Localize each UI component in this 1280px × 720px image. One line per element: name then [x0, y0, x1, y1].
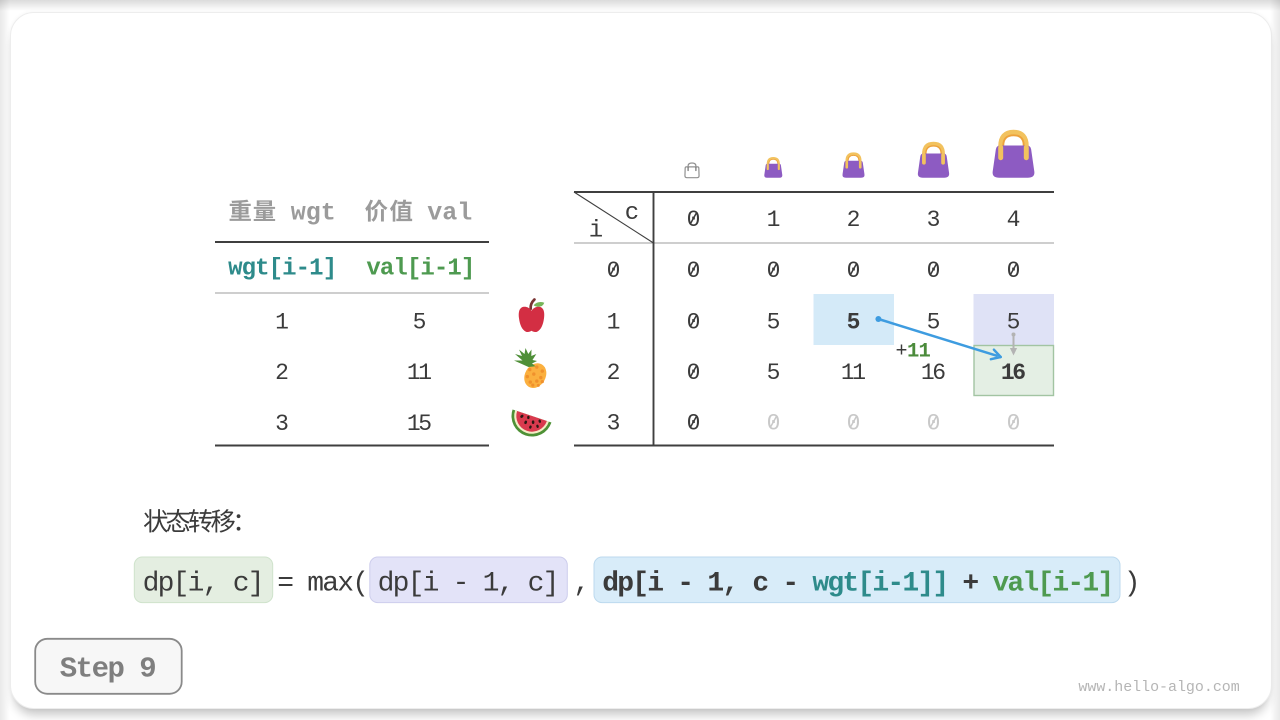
svg-text:1: 1: [767, 207, 780, 233]
svg-text:dp[i - 1, c - wgt[i-1]] + val[: dp[i - 1, c - wgt[i-1]] + val[i-1]: [602, 569, 1112, 600]
svg-text:5: 5: [847, 310, 860, 336]
svg-text:4: 4: [1007, 207, 1020, 233]
svg-text:3: 3: [275, 411, 288, 437]
svg-text:2: 2: [847, 207, 860, 233]
svg-text:5: 5: [927, 310, 940, 336]
svg-text:dp[i, c]: dp[i, c]: [143, 569, 263, 600]
svg-text:c: c: [625, 200, 639, 227]
svg-text:i: i: [589, 217, 603, 244]
svg-text:3: 3: [927, 207, 940, 233]
svg-text:dp[i - 1, c]: dp[i - 1, c]: [378, 569, 558, 600]
svg-text:,: ,: [573, 569, 588, 600]
svg-text:11: 11: [907, 341, 931, 364]
svg-text:= max(: = max(: [277, 569, 367, 600]
svg-text:16: 16: [1001, 360, 1025, 386]
svg-text:1: 1: [275, 310, 288, 336]
svg-text:5: 5: [767, 310, 780, 336]
svg-text:wgt: wgt: [291, 199, 336, 228]
svg-text:Step 9: Step 9: [60, 652, 156, 685]
svg-text:+: +: [896, 341, 907, 364]
svg-text:11: 11: [841, 360, 865, 386]
svg-text:1: 1: [607, 310, 620, 336]
svg-text:val[i-1]: val[i-1]: [366, 256, 474, 283]
svg-text:): ): [1124, 569, 1139, 600]
svg-text:11: 11: [407, 360, 431, 386]
svg-text:5: 5: [413, 310, 426, 336]
svg-text:3: 3: [607, 411, 620, 437]
svg-text:wgt[i-1]: wgt[i-1]: [228, 256, 336, 283]
svg-text:5: 5: [1007, 310, 1020, 336]
svg-text:5: 5: [767, 360, 780, 386]
svg-text:2: 2: [275, 360, 288, 386]
svg-text:16: 16: [921, 360, 945, 386]
svg-text:2: 2: [607, 360, 620, 386]
svg-text:www.hello-algo.com: www.hello-algo.com: [1078, 679, 1239, 696]
svg-text:15: 15: [407, 411, 431, 437]
svg-text:val: val: [427, 199, 472, 228]
